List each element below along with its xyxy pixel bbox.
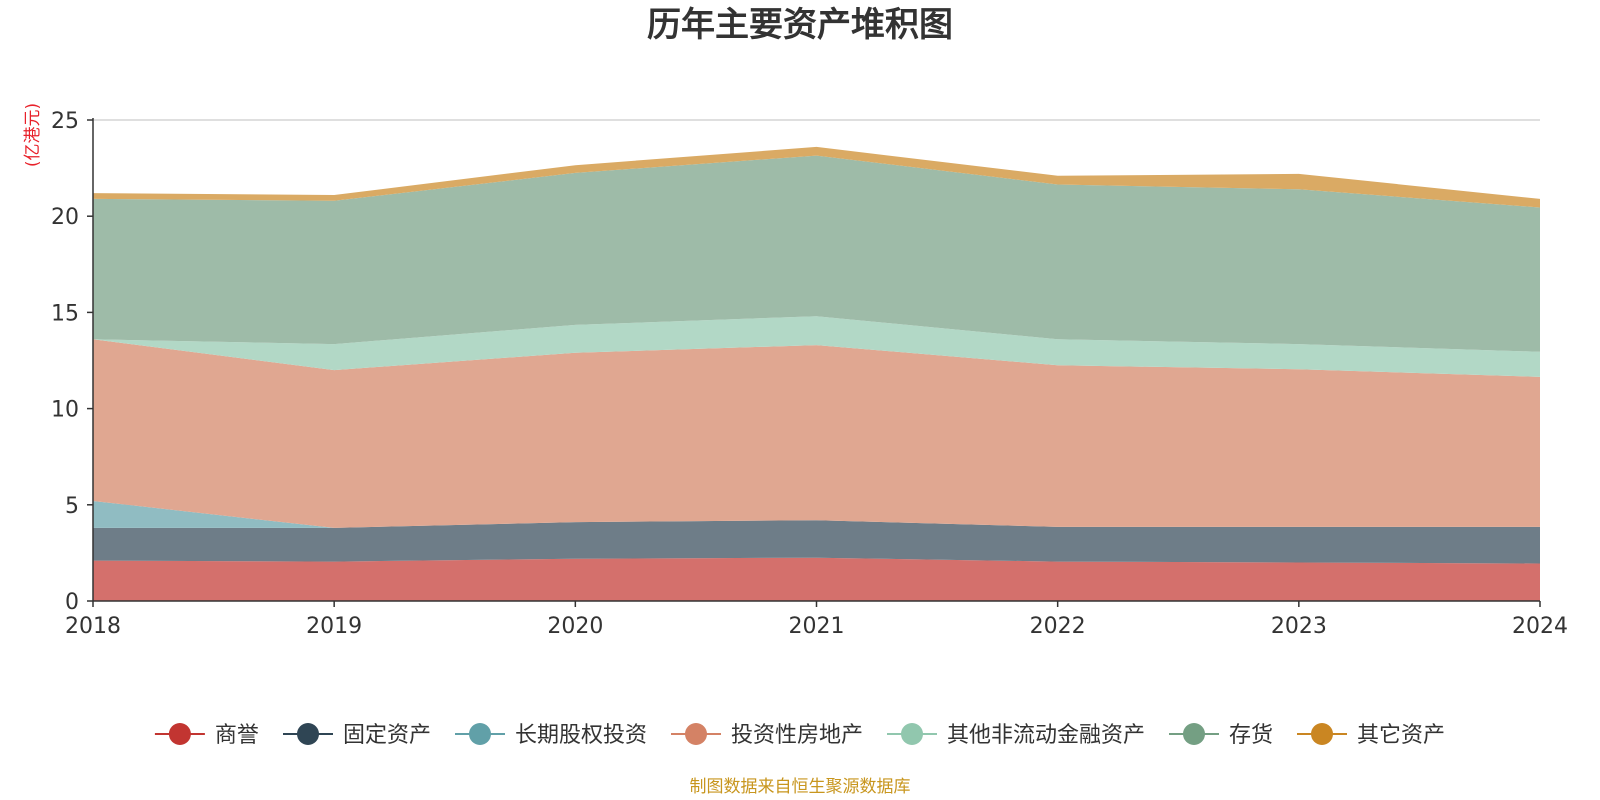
x-tick-label: 2021: [789, 614, 845, 639]
area-series-5: [93, 316, 1540, 377]
area-series-1: [93, 557, 1540, 601]
x-axis-ticks: 2018 2019 2020 2021 2022 2023 2024: [65, 614, 1568, 639]
legend-marker: [297, 723, 319, 745]
legend-label: 长期股权投资: [515, 723, 647, 748]
x-tick-label: 2020: [547, 614, 603, 639]
legend-item[interactable]: 其它资产: [1297, 723, 1445, 748]
legend-label: 投资性房地产: [731, 723, 863, 748]
y-tick-label: 0: [65, 590, 79, 615]
legend-marker: [1311, 723, 1333, 745]
x-tick-label: 2022: [1030, 614, 1086, 639]
area-series-7: [93, 146, 1540, 208]
y-tick-label: 15: [51, 301, 79, 326]
area-series-4: [93, 339, 1540, 528]
legend-item[interactable]: 长期股权投资: [455, 723, 647, 748]
legend-label: 存货: [1229, 723, 1273, 748]
legend-label: 其它资产: [1357, 723, 1445, 748]
chart-title: 历年主要资产堆积图: [647, 5, 953, 45]
y-axis-ticks: 0 5 10 15 20 25: [51, 109, 79, 615]
area-series-3: [93, 501, 1540, 528]
area-layers: [93, 146, 1540, 601]
legend-marker: [168, 723, 191, 745]
legend-marker: [685, 723, 707, 745]
area-series-6: [93, 155, 1540, 352]
y-tick-label: 20: [51, 205, 79, 230]
axes: [87, 118, 1541, 607]
area-series-2: [93, 520, 1540, 564]
x-tick-label: 2018: [65, 614, 121, 639]
x-tick-label: 2024: [1512, 614, 1568, 639]
legend-item[interactable]: 其他非流动金融资产: [887, 723, 1145, 748]
legend-marker: [1183, 723, 1205, 745]
y-axis-unit-label: (亿港元): [23, 103, 43, 167]
legend-item[interactable]: 投资性房地产: [671, 723, 863, 748]
y-tick-label: 5: [65, 494, 79, 519]
legend-item[interactable]: 存货: [1169, 723, 1273, 748]
y-tick-label: 25: [51, 109, 79, 134]
source-note: 制图数据来自恒生聚源数据库: [690, 777, 911, 797]
x-tick-label: 2019: [306, 614, 362, 639]
legend-label: 商誉: [215, 723, 259, 748]
legend-label: 固定资产: [343, 723, 431, 748]
legend-marker: [901, 723, 923, 745]
legend-item[interactable]: 商誉: [154, 723, 259, 748]
legend-marker: [469, 723, 491, 745]
legend-label: 其他非流动金融资产: [947, 723, 1145, 748]
legend-item[interactable]: 固定资产: [283, 723, 431, 748]
legend: 商誉 固定资产 长期股权投资 投资性房地产 其他非流动金融资产 存货 其它资产: [154, 723, 1445, 748]
x-tick-label: 2023: [1271, 614, 1327, 639]
y-tick-label: 10: [51, 398, 79, 423]
